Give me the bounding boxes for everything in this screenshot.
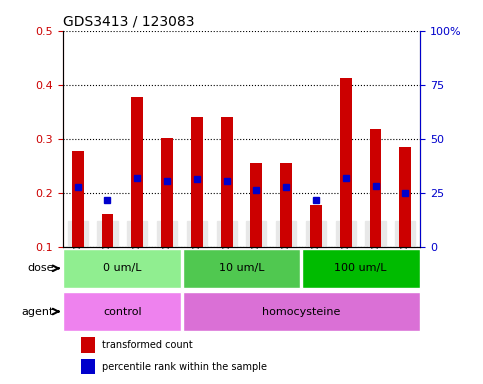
FancyBboxPatch shape: [63, 292, 181, 331]
Text: homocysteine: homocysteine: [262, 306, 340, 316]
Bar: [101, 214, 114, 247]
FancyBboxPatch shape: [183, 292, 420, 331]
Text: transformed count: transformed count: [102, 340, 193, 350]
Text: agent: agent: [21, 306, 54, 316]
Bar: [280, 163, 292, 247]
Bar: [131, 97, 143, 247]
FancyBboxPatch shape: [63, 249, 181, 288]
FancyBboxPatch shape: [183, 249, 300, 288]
Text: 0 um/L: 0 um/L: [103, 263, 142, 273]
Bar: [72, 151, 84, 247]
Text: 100 um/L: 100 um/L: [334, 263, 387, 273]
Text: 10 um/L: 10 um/L: [219, 263, 264, 273]
Text: percentile rank within the sample: percentile rank within the sample: [102, 362, 267, 372]
Bar: [340, 78, 352, 247]
Bar: [191, 117, 203, 247]
Text: dose: dose: [28, 263, 54, 273]
Text: control: control: [103, 306, 142, 316]
Bar: [310, 205, 322, 247]
Bar: [221, 117, 233, 247]
Bar: [399, 147, 412, 247]
Bar: [369, 129, 382, 247]
Bar: [81, 338, 95, 353]
Bar: [161, 137, 173, 247]
Bar: [81, 359, 95, 374]
FancyBboxPatch shape: [302, 249, 420, 288]
Text: GDS3413 / 123083: GDS3413 / 123083: [63, 14, 194, 28]
Bar: [251, 163, 262, 247]
